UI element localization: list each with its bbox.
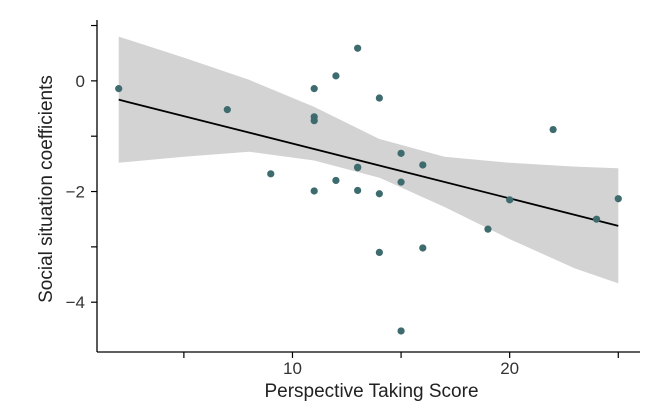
data-point: [223, 106, 231, 114]
data-points-layer: [115, 44, 622, 335]
data-point: [332, 176, 340, 185]
data-point: [397, 327, 405, 335]
x-tick-label: 10: [283, 359, 302, 378]
data-point: [506, 196, 514, 204]
regression-line: [118, 98, 619, 227]
data-point: [549, 125, 557, 134]
y-tick-label: −4: [66, 293, 85, 312]
data-point: [354, 186, 362, 195]
data-point: [375, 248, 383, 256]
x-tick-label: 20: [500, 359, 519, 378]
regression-line-layer: [118, 98, 619, 227]
data-point: [397, 178, 405, 186]
x-axis-title: Perspective Taking Score: [264, 381, 478, 402]
data-point: [592, 215, 601, 223]
x-ticks: 10 20: [183, 352, 619, 378]
data-point: [614, 195, 622, 203]
data-point: [419, 244, 427, 252]
data-point: [375, 190, 383, 198]
data-point: [354, 164, 362, 172]
y-axis-title: Social situation coefficients: [36, 75, 57, 303]
data-point: [310, 117, 318, 125]
data-point: [115, 85, 123, 93]
data-point: [419, 161, 427, 169]
data-point: [354, 44, 362, 52]
data-point: [310, 85, 318, 93]
y-tick-label: −2: [66, 183, 85, 202]
data-point: [484, 225, 492, 233]
axes-layer: [96, 20, 640, 353]
confidence-band-layer: [118, 36, 619, 284]
y-tick-label: 0: [76, 72, 85, 91]
data-point: [267, 170, 275, 178]
data-point: [332, 72, 340, 80]
confidence-band: [118, 36, 619, 284]
data-point: [310, 187, 318, 195]
data-point: [375, 94, 383, 102]
data-point: [397, 149, 405, 157]
y-ticks: 0 −2 −4: [66, 24, 97, 312]
